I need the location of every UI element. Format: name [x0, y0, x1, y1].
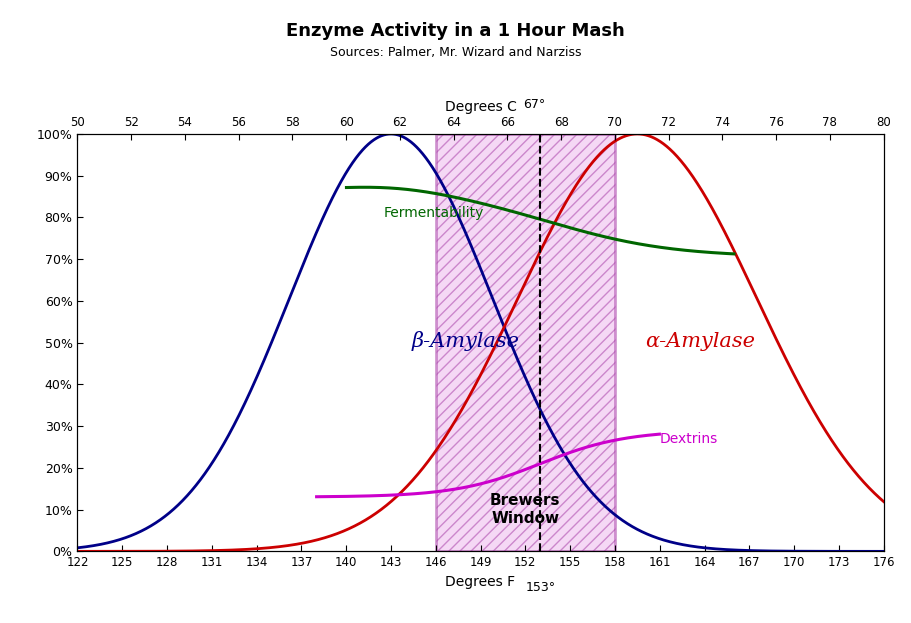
Text: Brewers
Window: Brewers Window: [490, 493, 560, 526]
Bar: [435, 134, 615, 551]
Text: Sources: Palmer, Mr. Wizard and Narziss: Sources: Palmer, Mr. Wizard and Narziss: [330, 46, 581, 59]
Text: 67°: 67°: [523, 98, 546, 111]
Text: Fermentability: Fermentability: [384, 206, 484, 221]
Text: α-Amylase: α-Amylase: [645, 332, 755, 351]
Text: β-Amylase: β-Amylase: [412, 331, 519, 351]
Text: Dextrins: Dextrins: [660, 432, 718, 446]
X-axis label: Degrees F: Degrees F: [445, 575, 516, 589]
Text: Enzyme Activity in a 1 Hour Mash: Enzyme Activity in a 1 Hour Mash: [286, 22, 625, 40]
X-axis label: Degrees C: Degrees C: [445, 100, 517, 113]
Text: 153°: 153°: [526, 581, 556, 594]
